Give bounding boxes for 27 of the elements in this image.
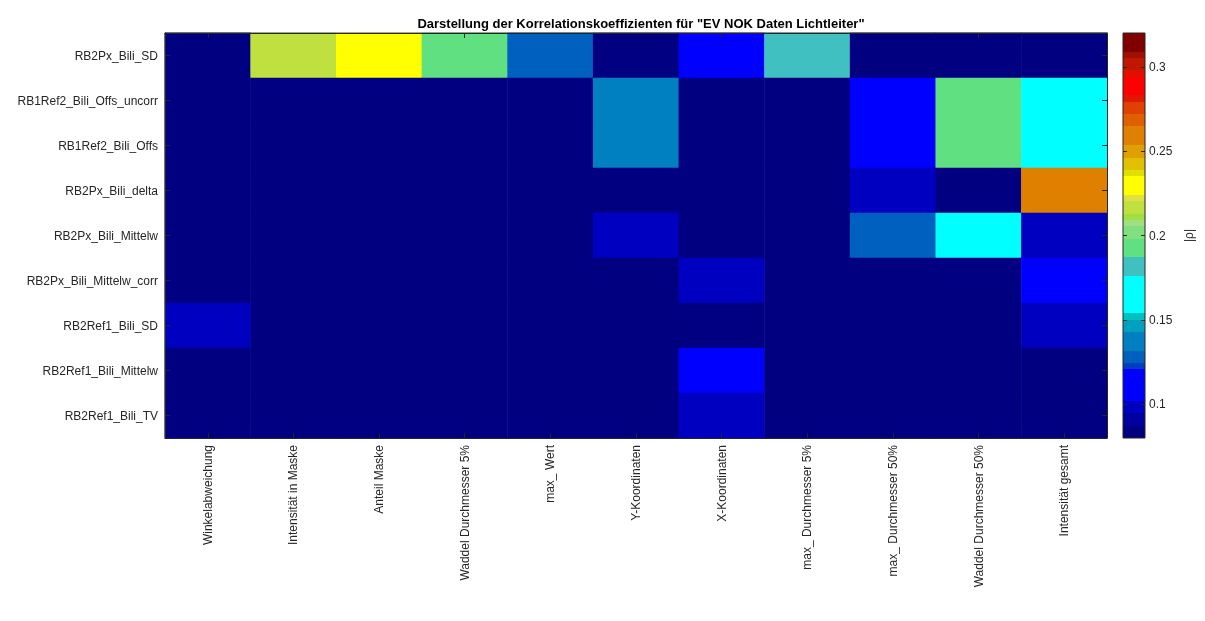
x-tick-label: Anteil Maske (372, 444, 387, 514)
chart-title: Darstellung der Korrelationskoeffizienten für "EV NOK Daten Lichtleiter" (417, 16, 865, 31)
y-tick-label: RB2Px_Bili_Mittelw (53, 228, 159, 243)
y-tick-label: RB2Ref1_Bili_SD (63, 318, 159, 333)
y-tick-label: RB2Ref1_Bili_Mittelw (42, 363, 159, 378)
x-tick-label: Intensität in Maske (286, 444, 301, 546)
y-tick-label: RB2Ref1_Bili_TV (64, 408, 158, 423)
x-tick-label: Waddel Durchmesser 5% (457, 444, 472, 581)
y-tick-label: RB2Px_Bili_SD (74, 48, 159, 63)
x-tick-label: max_ Durchmesser 50% (885, 444, 900, 577)
color-bar-label: 0.15 (1149, 312, 1173, 327)
color-bar-label: 0.2 (1149, 228, 1167, 243)
x-tick-label: Intensität gesamt (1057, 444, 1072, 537)
x-tick-label: max_ Wert (543, 444, 558, 503)
y-tick-label: RB2Px_Bili_delta (65, 183, 159, 198)
color-bar-title: |ρ| (1182, 228, 1196, 243)
y-tick-label: RB1Ref2_Bili_Offs (58, 138, 158, 153)
x-tick-label: Waddel Durchmesser 50% (971, 444, 986, 588)
color-bar-label: 0.3 (1149, 59, 1167, 74)
x-tick-label: Y-Koordinaten (629, 445, 643, 521)
y-tick-label: RB2Px_Bili_Mittelw_corr (26, 273, 158, 288)
y-tick-label: RB1Ref2_Bili_Offs_uncorr (17, 93, 158, 108)
color-bar-label: 0.25 (1149, 144, 1173, 159)
x-tick-label: X-Koordinaten (714, 445, 729, 522)
x-tick-label: Winkelabweichung (200, 445, 215, 546)
x-tick-label: max_ Durchmesser 5% (800, 444, 815, 570)
color-bar-label: 0.1 (1149, 397, 1167, 412)
